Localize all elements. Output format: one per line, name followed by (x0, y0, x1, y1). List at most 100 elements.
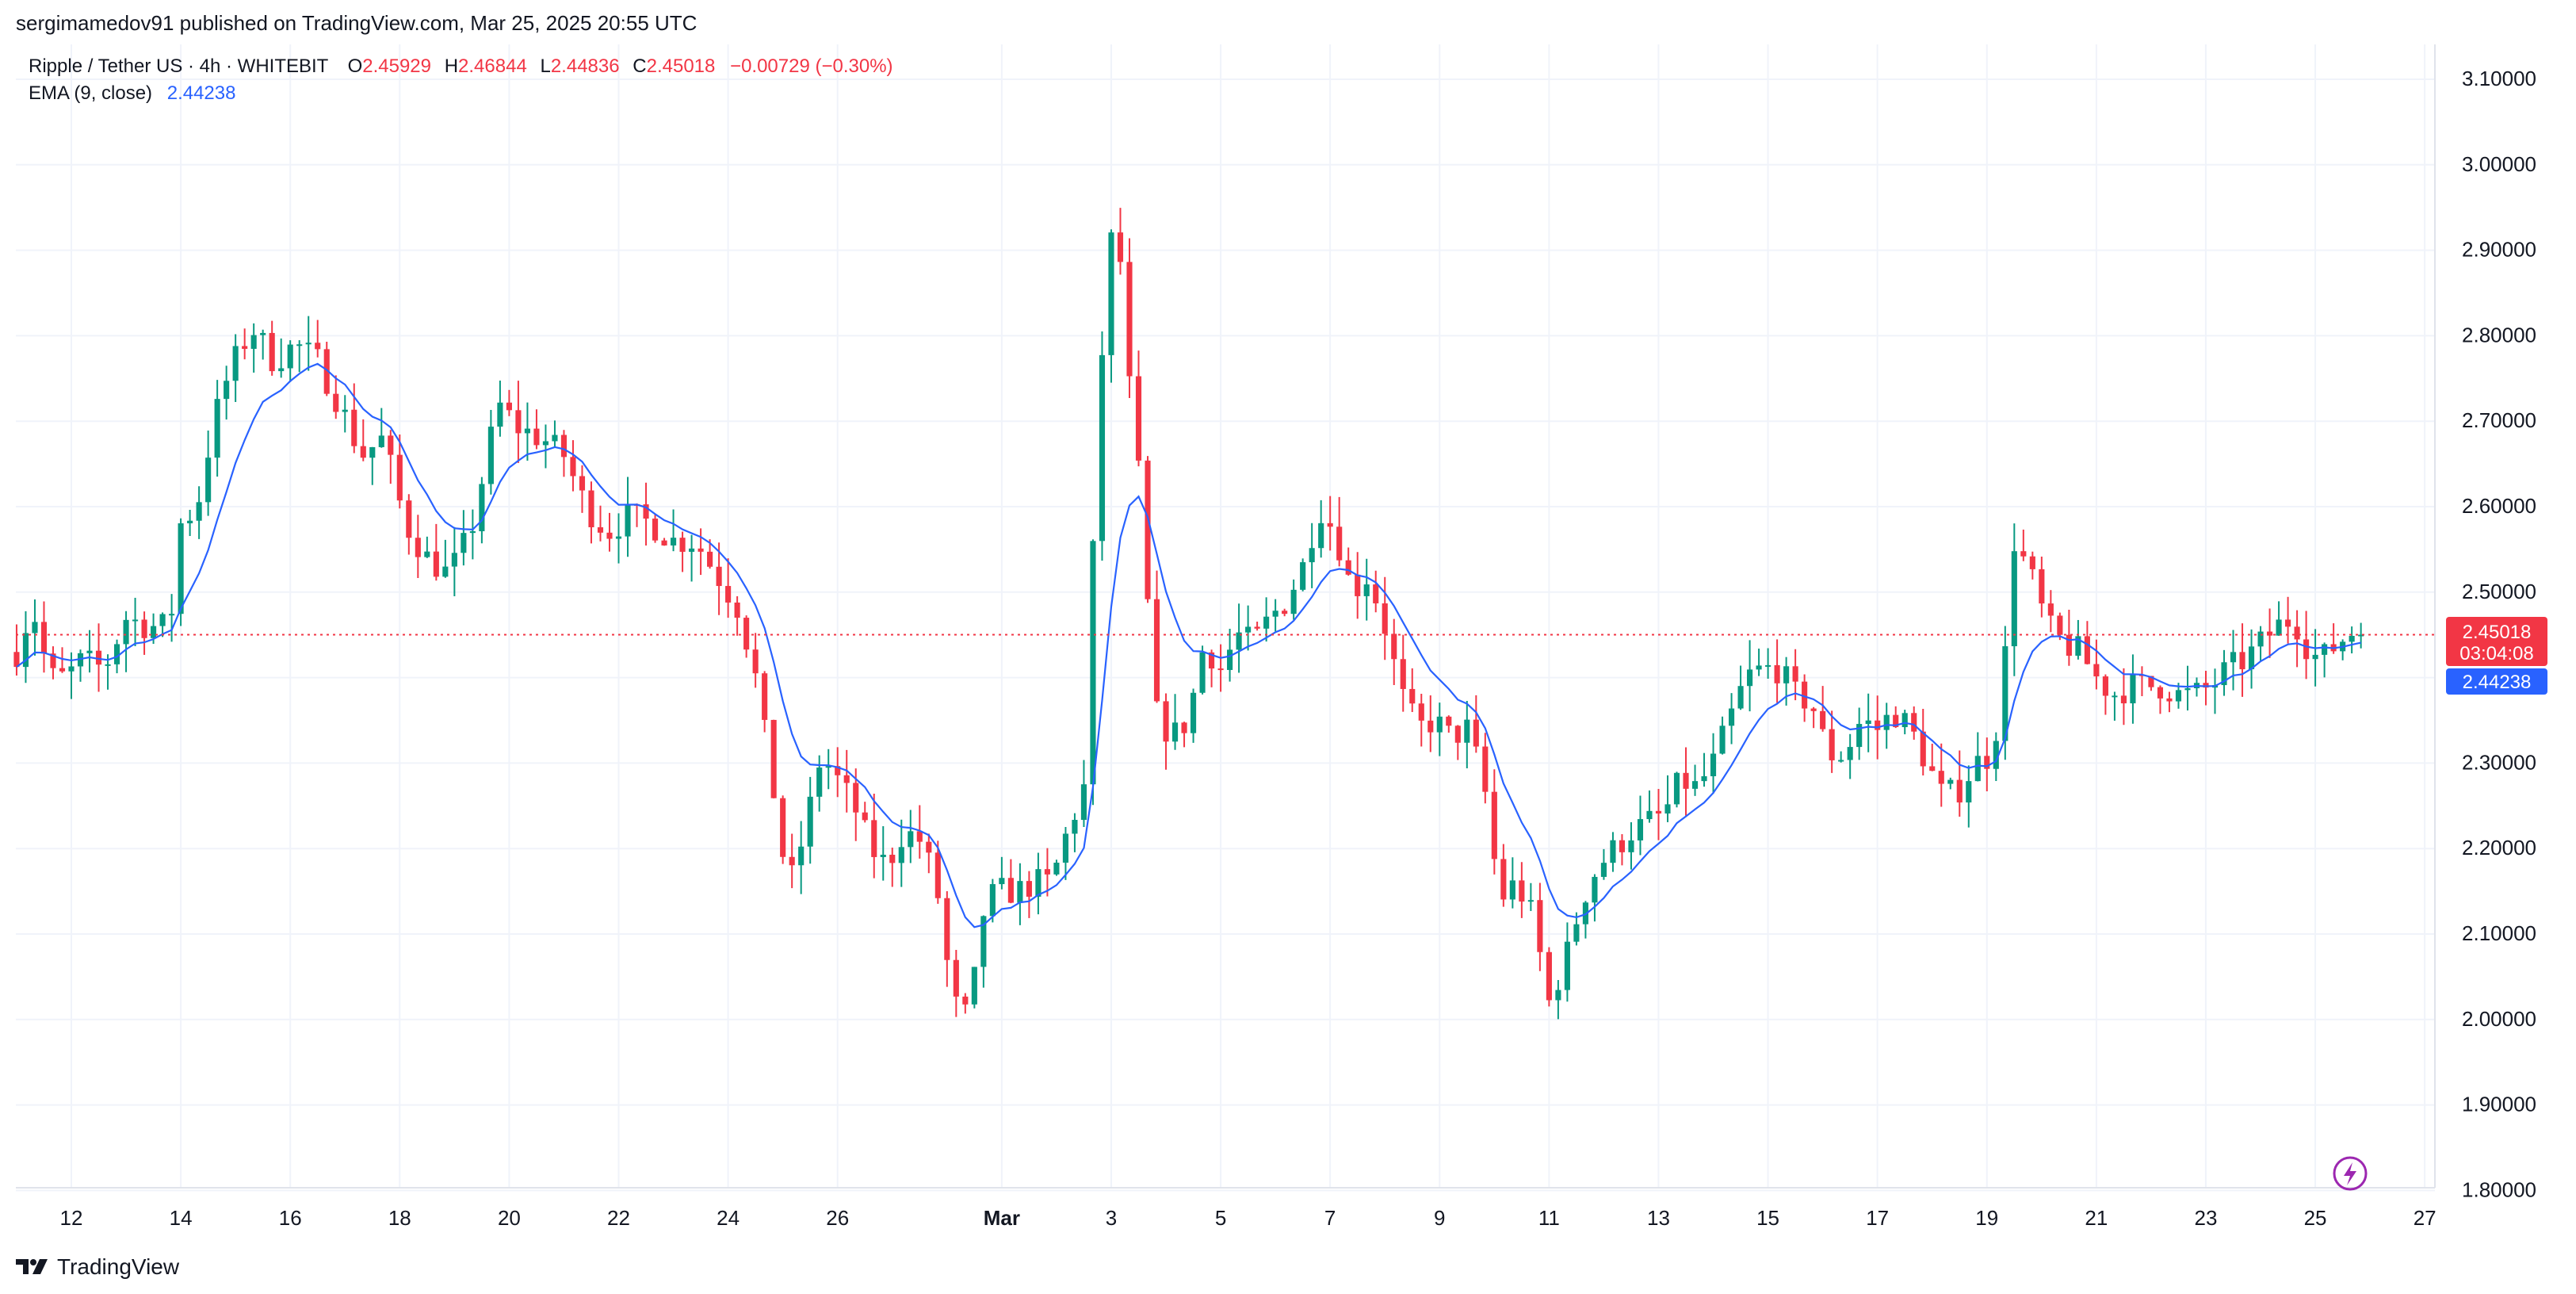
candle[interactable] (433, 523, 439, 581)
candle[interactable] (187, 509, 193, 536)
candle[interactable] (1756, 649, 1762, 676)
candle[interactable] (406, 494, 412, 555)
candle[interactable] (1171, 694, 1179, 750)
candle[interactable] (625, 477, 631, 557)
candle[interactable] (1938, 743, 1944, 807)
ema-label[interactable]: EMA (9, close) (29, 82, 153, 104)
candle[interactable] (2239, 623, 2245, 697)
candle[interactable] (232, 334, 239, 402)
candle[interactable] (132, 597, 139, 646)
candle[interactable] (32, 599, 38, 656)
candle[interactable] (2358, 622, 2364, 649)
candle[interactable] (2130, 654, 2136, 724)
candle[interactable] (1920, 708, 1926, 776)
candle[interactable] (871, 794, 877, 879)
candle[interactable] (1564, 922, 1570, 1002)
candle[interactable] (533, 409, 540, 450)
candle[interactable] (1901, 710, 1908, 735)
candle[interactable] (497, 381, 503, 437)
candle[interactable] (1893, 706, 1899, 729)
candle[interactable] (1628, 822, 1634, 870)
candle[interactable] (1391, 618, 1397, 685)
candle[interactable] (1555, 980, 1561, 1020)
candle[interactable] (1519, 862, 1525, 918)
candle[interactable] (1491, 769, 1497, 875)
candle[interactable] (2276, 601, 2282, 636)
candle[interactable] (1090, 539, 1096, 806)
candle[interactable] (1318, 500, 1324, 558)
candle[interactable] (552, 420, 558, 447)
candle[interactable] (2093, 639, 2100, 690)
candle[interactable] (1053, 859, 1060, 876)
candle[interactable] (835, 747, 841, 798)
candle[interactable] (615, 513, 622, 564)
candle[interactable] (1017, 863, 1023, 925)
candle[interactable] (1820, 686, 1826, 732)
candle[interactable] (333, 375, 339, 419)
candle[interactable] (1482, 733, 1489, 804)
candle[interactable] (1664, 775, 1671, 822)
candle[interactable] (1747, 640, 1753, 712)
candle[interactable] (679, 531, 686, 572)
candle[interactable] (1546, 947, 1552, 1007)
candle[interactable] (242, 328, 248, 360)
candle[interactable] (388, 430, 394, 484)
candle[interactable] (1710, 733, 1717, 794)
candle[interactable] (1911, 706, 1917, 740)
candle[interactable] (962, 993, 969, 1014)
candle[interactable] (1956, 750, 1963, 817)
candle[interactable] (707, 539, 713, 569)
candle[interactable] (1619, 834, 1626, 866)
candle[interactable] (1865, 693, 1871, 752)
candle[interactable] (1190, 688, 1197, 743)
candle[interactable] (1080, 760, 1087, 828)
candle[interactable] (1072, 813, 1078, 852)
candle[interactable] (2266, 608, 2273, 658)
candle[interactable] (1792, 649, 1798, 701)
candle[interactable] (2248, 629, 2255, 689)
candle[interactable] (1300, 558, 1306, 591)
candle[interactable] (825, 748, 831, 790)
candle[interactable] (1829, 710, 1835, 773)
candle[interactable] (843, 749, 850, 813)
candle[interactable] (1646, 790, 1653, 823)
candle[interactable] (487, 410, 494, 495)
candle[interactable] (1691, 764, 1699, 796)
candle[interactable] (415, 515, 421, 579)
candle[interactable] (908, 810, 914, 863)
candle[interactable] (13, 624, 20, 676)
candle[interactable] (278, 338, 285, 378)
candle[interactable] (442, 539, 449, 578)
candle[interactable] (862, 802, 868, 823)
candle[interactable] (1436, 703, 1443, 756)
candle[interactable] (971, 967, 977, 1009)
candle[interactable] (1446, 715, 1452, 733)
candle[interactable] (287, 340, 293, 382)
candle[interactable] (2294, 610, 2300, 668)
candle[interactable] (1765, 648, 1771, 679)
candle[interactable] (1464, 700, 1470, 768)
candle[interactable] (1355, 552, 1361, 619)
candle[interactable] (506, 389, 512, 416)
candle[interactable] (1428, 695, 1434, 752)
candle[interactable] (1382, 576, 1388, 660)
candle[interactable] (2029, 551, 2035, 580)
candle[interactable] (916, 805, 923, 859)
candle[interactable] (898, 819, 904, 887)
candle[interactable] (1026, 871, 1032, 918)
candle[interactable] (999, 856, 1005, 890)
candle[interactable] (1737, 665, 1744, 710)
candle[interactable] (2230, 630, 2237, 691)
candle[interactable] (1856, 707, 1863, 760)
candle[interactable] (1509, 857, 1515, 909)
candle[interactable] (934, 840, 941, 904)
candle[interactable] (2257, 626, 2264, 661)
candle[interactable] (1600, 848, 1607, 880)
candle[interactable] (2157, 685, 2164, 714)
candle[interactable] (752, 633, 759, 688)
candle[interactable] (944, 891, 950, 987)
candle[interactable] (1007, 859, 1014, 904)
candle[interactable] (889, 848, 896, 887)
candle[interactable] (926, 833, 932, 874)
